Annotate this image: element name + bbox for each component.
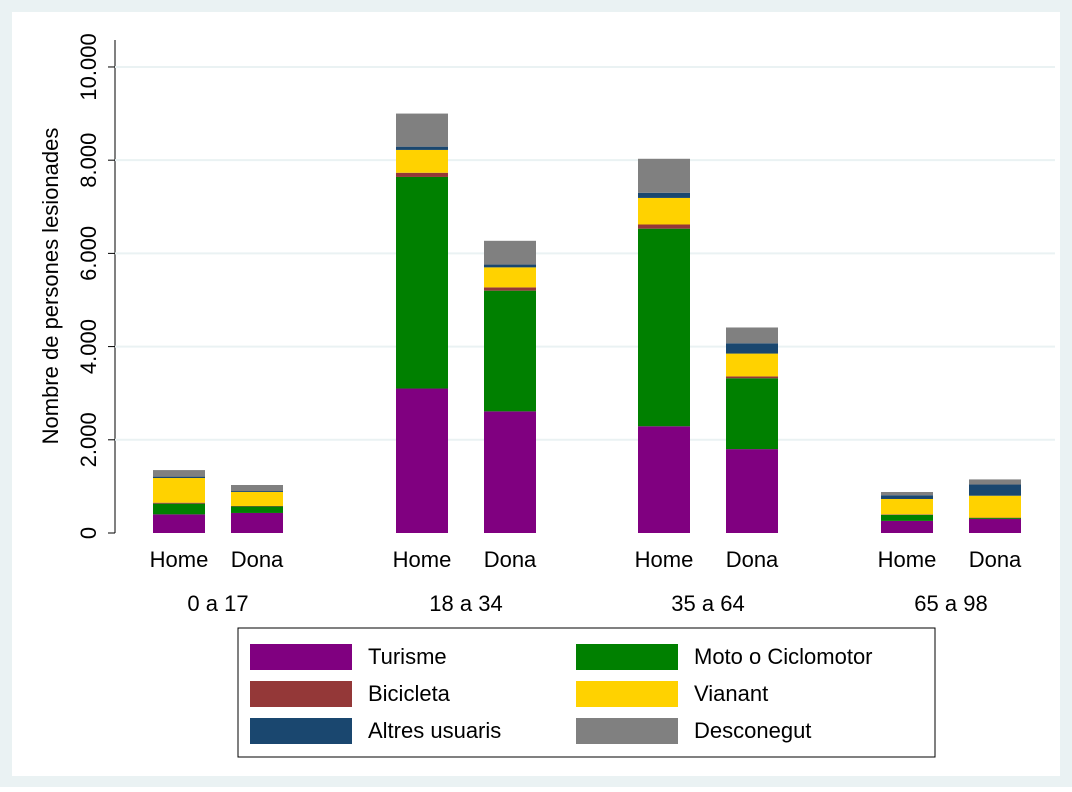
y-tick-label: 8.000 [76,133,101,188]
bar-segment [726,449,778,533]
bar-segment [969,485,1021,496]
bar-segment [484,411,536,533]
y-tick-label: 6.000 [76,226,101,281]
y-axis-title: Nombre de persones lesionades [38,128,63,445]
x-tick-label: Dona [231,547,284,572]
y-tick-label: 10.000 [76,33,101,100]
legend-label: Bicicleta [368,681,451,706]
legend-swatch [250,644,352,670]
bar-segment [638,198,690,225]
bar-segment [396,114,448,147]
x-tick-label: Dona [969,547,1022,572]
bar-segment [484,267,536,287]
bar-segment [153,514,205,533]
group-label: 35 a 64 [671,591,744,616]
legend-swatch [250,681,352,707]
bar-segment [638,229,690,427]
bar-segment [153,470,205,477]
bar-segment [726,327,778,343]
x-tick-label: Home [878,547,937,572]
x-tick-label: Home [635,547,694,572]
bar-segment [484,265,536,268]
bar-segment [231,485,283,491]
bar-segment [969,496,1021,518]
bar-segment [969,479,1021,484]
bar-segment [396,150,448,173]
bar-segment [231,506,283,513]
bar-segment [484,291,536,412]
bar-segment [726,343,778,353]
legend-label: Altres usuaris [368,718,501,743]
bar-segment [484,241,536,265]
group-label: 65 a 98 [914,591,987,616]
bar-segment [969,518,1021,519]
bar-segment [638,159,690,193]
y-tick-label: 0 [76,527,101,539]
bar-segment [881,515,933,521]
bar-segment [396,177,448,389]
bar-segment [484,287,536,290]
bar-segment [726,376,778,378]
bar-segment [231,492,283,506]
group-label: 0 a 17 [187,591,248,616]
bar-segment [231,513,283,533]
bar-segment [726,354,778,377]
bar-segment [396,173,448,177]
bar-segment [638,224,690,228]
y-tick-label: 4.000 [76,319,101,374]
legend-label: Vianant [694,681,768,706]
legend-swatch [576,681,678,707]
bar-segment [726,378,778,449]
group-label: 18 a 34 [429,591,502,616]
legend-swatch [250,718,352,744]
legend-label: Moto o Ciclomotor [694,644,873,669]
bar-segment [153,503,205,504]
bar-segment [881,521,933,533]
bar-segment [969,519,1021,533]
x-tick-label: Dona [484,547,537,572]
legend-swatch [576,718,678,744]
x-tick-label: Dona [726,547,779,572]
bar-segment [153,478,205,503]
bar-segment [396,147,448,150]
bar-segment [881,492,933,495]
legend-swatch [576,644,678,670]
bar-segment [881,499,933,514]
y-tick-label: 2.000 [76,412,101,467]
bar-segment [396,389,448,533]
bar-segment [231,491,283,492]
legend-label: Desconegut [694,718,811,743]
legend-label: Turisme [368,644,447,669]
bar-segment [638,426,690,533]
bar-segment [153,477,205,478]
x-tick-label: Home [150,547,209,572]
bar-segment [881,495,933,499]
bar-segment [153,504,205,515]
x-tick-label: Home [393,547,452,572]
bar-segment [638,193,690,198]
